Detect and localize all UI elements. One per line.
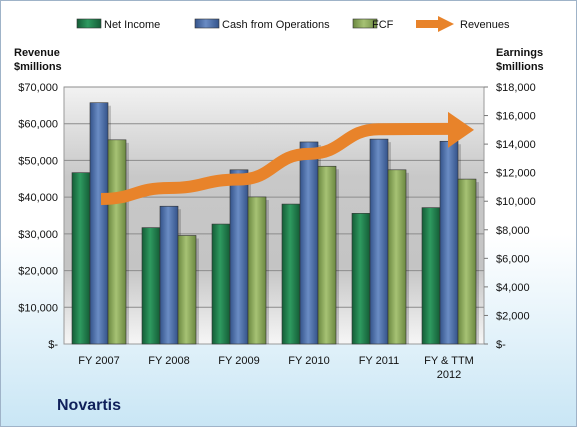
x-tick-label: 2012 xyxy=(437,369,461,381)
bar xyxy=(369,138,389,345)
left-tick-label: $70,000 xyxy=(18,82,58,94)
legend-item: FCF xyxy=(352,18,394,31)
right-axis: $- $2,000 $4,000 $6,000 $8,000 $10,000 $12,000… xyxy=(484,82,536,351)
legend-label: Cash from Operations xyxy=(222,19,330,31)
bar-group xyxy=(107,139,129,345)
right-tick-label: $10,000 xyxy=(496,196,536,208)
legend-swatch xyxy=(416,20,440,28)
legend-swatch xyxy=(194,18,220,29)
left-tick-label: $20,000 xyxy=(18,266,58,278)
right-tick-label: $- xyxy=(496,339,506,351)
legend-swatch xyxy=(76,18,102,29)
bar xyxy=(351,213,371,345)
legend-arrow xyxy=(438,16,454,32)
bar xyxy=(177,235,197,345)
bar-group xyxy=(281,203,303,345)
right-tick-label: $8,000 xyxy=(496,225,530,237)
bar xyxy=(247,196,267,345)
x-tick-label: FY 2011 xyxy=(359,355,400,367)
bar-group xyxy=(71,172,93,345)
right-axis-title: Earnings xyxy=(496,47,543,59)
bar-group xyxy=(421,207,443,345)
x-tick-label: FY 2007 xyxy=(78,355,119,367)
left-tick-label: $50,000 xyxy=(18,155,58,167)
bar-group xyxy=(229,169,251,345)
bar xyxy=(141,227,161,345)
right-tick-label: $14,000 xyxy=(496,139,536,151)
bar xyxy=(421,207,441,345)
right-tick-label: $16,000 xyxy=(496,111,536,123)
bar-group xyxy=(317,165,339,345)
bar xyxy=(387,169,407,345)
bar xyxy=(299,141,319,345)
left-tick-label: $10,000 xyxy=(18,302,58,314)
bar xyxy=(107,139,127,345)
bar xyxy=(439,140,459,345)
bar-group xyxy=(211,223,233,345)
bar-group xyxy=(351,213,373,345)
left-tick-label: $40,000 xyxy=(18,192,58,204)
bar-group xyxy=(387,169,409,345)
right-axis-title: $millions xyxy=(496,61,544,73)
legend-label: Net Income xyxy=(104,19,160,31)
revenue-series xyxy=(100,111,474,205)
bar xyxy=(317,165,337,345)
x-tick-label: FY 2009 xyxy=(218,355,259,367)
bar-group xyxy=(369,138,391,345)
legend-label: FCF xyxy=(372,19,394,31)
legend-label: Revenues xyxy=(460,19,510,31)
bar xyxy=(281,203,301,345)
left-axis-title: $millions xyxy=(14,61,62,73)
bar-group xyxy=(177,235,199,345)
revenue-arrowhead xyxy=(448,111,474,148)
x-tick-label: FY 2010 xyxy=(288,355,329,367)
axis-titles: Revenue $millions Earnings $millions xyxy=(14,47,544,73)
bar xyxy=(71,172,91,345)
bar xyxy=(211,223,231,345)
left-tick-label: $30,000 xyxy=(18,229,58,241)
legend-item: Revenues xyxy=(416,16,510,32)
legend-swatch xyxy=(352,18,378,29)
bar xyxy=(89,102,109,345)
bar xyxy=(159,205,179,345)
left-axis: $- $10,000 $20,000 $30,000 $40,000 $50,000 $60… xyxy=(18,82,58,351)
company-name: Novartis xyxy=(57,397,122,414)
bar-group xyxy=(457,178,479,345)
revenue-line xyxy=(100,122,453,205)
left-tick-label: $60,000 xyxy=(18,119,58,131)
bar-group xyxy=(247,196,269,345)
x-tick-label: FY 2008 xyxy=(148,355,189,367)
right-tick-label: $6,000 xyxy=(496,253,530,265)
bar xyxy=(457,178,477,345)
right-tick-label: $4,000 xyxy=(496,282,530,294)
bar-group xyxy=(299,141,321,345)
legend-item: Cash from Operations xyxy=(194,18,330,31)
bar-group xyxy=(89,102,111,345)
legend-item: Net Income xyxy=(76,18,160,31)
x-tick-label: FY & TTM xyxy=(424,355,474,367)
right-tick-label: $18,000 xyxy=(496,82,536,94)
right-tick-label: $12,000 xyxy=(496,168,536,180)
bar-group xyxy=(439,140,461,345)
x-axis: FY 2007 FY 2008 FY 2009 FY 2010 FY 2011 FY & … xyxy=(78,355,474,381)
left-tick-label: $- xyxy=(48,339,58,351)
bar-group xyxy=(159,205,181,345)
right-tick-label: $2,000 xyxy=(496,310,530,322)
bar xyxy=(229,169,249,345)
legend: Net Income Cash from Operations FCF Revenue… xyxy=(76,16,510,32)
left-axis-title: Revenue xyxy=(14,47,60,59)
bars xyxy=(71,102,479,345)
bar-group xyxy=(141,227,163,345)
